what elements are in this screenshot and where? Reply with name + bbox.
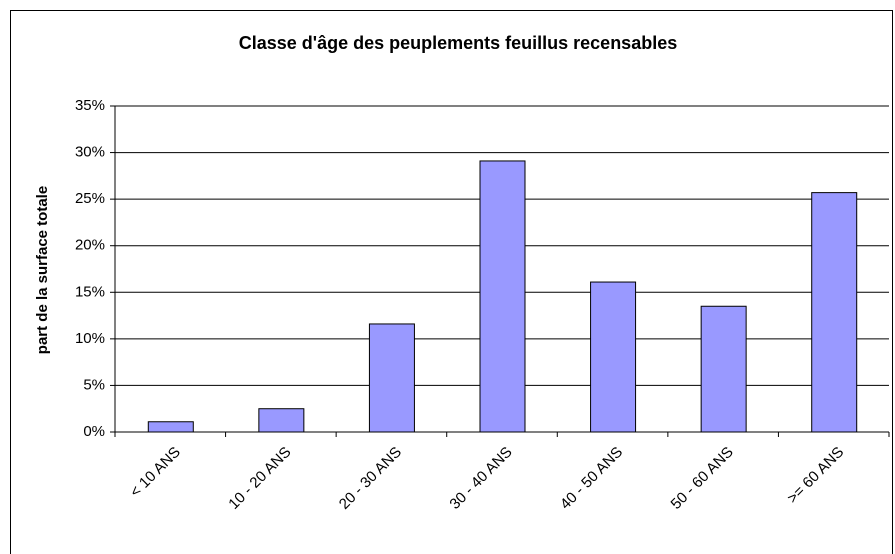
y-tick-label: 0% — [83, 423, 105, 440]
y-tick-label: 30% — [75, 144, 105, 161]
bar — [258, 408, 305, 433]
bar — [700, 305, 747, 433]
bar — [590, 281, 637, 433]
chart-frame — [10, 10, 893, 554]
bar — [147, 421, 194, 433]
chart-title: Classe d'âge des peuplements feuillus re… — [239, 33, 677, 53]
y-tick-label: 10% — [75, 330, 105, 347]
bar — [479, 160, 526, 433]
y-tick-label: 25% — [75, 190, 105, 207]
y-axis-label: part de la surface totale — [34, 186, 51, 354]
bar — [811, 192, 858, 433]
y-tick-label: 15% — [75, 283, 105, 300]
bar — [368, 323, 415, 433]
y-tick-label: 5% — [83, 376, 105, 393]
y-tick-label: 35% — [75, 97, 105, 114]
y-tick-label: 20% — [75, 237, 105, 254]
